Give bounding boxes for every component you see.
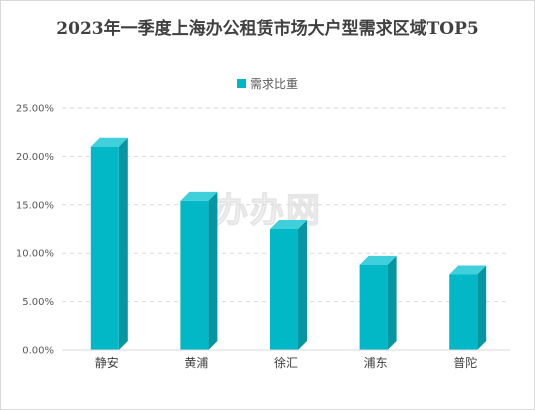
bar-top xyxy=(270,220,307,229)
chart-legend: 需求比重 xyxy=(0,75,535,92)
y-tick-label: 20.00% xyxy=(16,152,54,163)
x-tick-label: 静安 xyxy=(95,355,119,370)
bar-top xyxy=(90,137,128,147)
x-tick-label: 浦东 xyxy=(364,356,388,370)
y-tick-label: 15.00% xyxy=(16,200,54,211)
bar xyxy=(449,274,478,350)
bar xyxy=(180,200,209,350)
bar-side xyxy=(477,265,487,350)
x-tick-label: 黄浦 xyxy=(184,356,208,370)
bar-top xyxy=(180,191,218,201)
bar-side xyxy=(118,137,128,350)
chart-title: 2023年一季度上海办公租赁市场大户型需求区域TOP5 xyxy=(56,19,479,39)
x-tick-label: 普陀 xyxy=(453,355,477,370)
bar-top xyxy=(359,255,397,265)
y-tick-label: 5.00% xyxy=(22,297,54,308)
y-tick-label: 25.00% xyxy=(16,104,54,115)
legend-swatch xyxy=(236,79,246,88)
legend-label: 需求比重 xyxy=(249,77,298,91)
bar xyxy=(90,146,119,350)
bar-side xyxy=(387,255,397,350)
bar-side xyxy=(208,191,218,350)
bar-top xyxy=(449,265,487,275)
bar-side xyxy=(298,220,307,350)
y-tick-label: 0.00% xyxy=(22,346,54,357)
y-tick-label: 10.00% xyxy=(16,249,54,260)
x-tick-label: 徐汇 xyxy=(274,355,298,370)
bar xyxy=(359,264,388,350)
bar xyxy=(270,229,298,350)
